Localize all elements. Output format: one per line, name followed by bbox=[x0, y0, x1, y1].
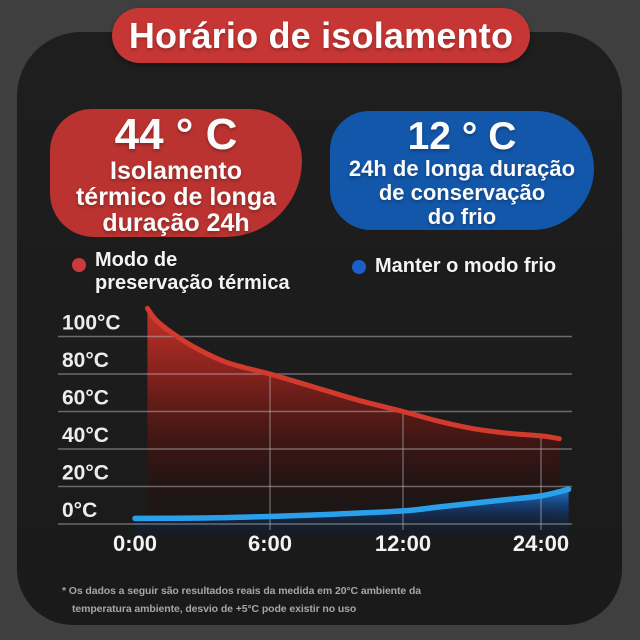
footnote-line-2: temperatura ambiente, desvio de +5°C pod… bbox=[72, 603, 357, 615]
cold-legend-dot-icon bbox=[352, 260, 366, 274]
footnote-line-1: * Os dados a seguir são resultados reais… bbox=[62, 585, 422, 597]
x-tick-label: 24:00 bbox=[513, 531, 569, 556]
y-tick-label: 80°C bbox=[62, 349, 109, 372]
y-tick-label: 100°C bbox=[62, 312, 121, 335]
cold-retention-card: 12 ° C 24h de longa duração de conservaç… bbox=[330, 111, 594, 230]
y-tick-label: 0°C bbox=[62, 499, 97, 522]
title-banner: Horário de isolamento bbox=[112, 8, 530, 63]
hot-insulation-card: 44 ° C Isolamento térmico de longa duraç… bbox=[50, 109, 302, 237]
cold-card-line-1: 24h de longa duração bbox=[348, 156, 576, 181]
series-fill-0 bbox=[147, 308, 560, 524]
chart-axis-labels: 100°C 80°C 60°C 40°C 20°C 0°C 0:00 6:00 12:00 24:… bbox=[62, 312, 569, 557]
chart-area-fills bbox=[135, 308, 569, 538]
cold-legend-label: Manter o modo frio bbox=[375, 255, 557, 277]
series-line-1 bbox=[132, 486, 572, 522]
cold-card-line-3: do frio bbox=[427, 204, 497, 229]
y-tick-label: 60°C bbox=[62, 387, 109, 410]
hot-legend-label-line1: Modo de bbox=[95, 249, 178, 271]
chart-curves bbox=[132, 305, 572, 522]
y-tick-label: 20°C bbox=[62, 462, 109, 485]
x-tick-label: 12:00 bbox=[375, 531, 431, 556]
hot-card-line-3: duração 24h bbox=[102, 209, 250, 237]
chart-gridlines bbox=[58, 335, 572, 530]
temperature-chart: 100°C 80°C 60°C 40°C 20°C 0°C 0:00 6:00 12:00 24:… bbox=[58, 305, 572, 557]
footnote: * Os dados a seguir são resultados reais… bbox=[62, 582, 421, 618]
hot-legend-label: Modo de preservação térmica bbox=[95, 249, 290, 295]
cold-temperature-value: 12 ° C bbox=[407, 115, 517, 158]
series-line-0 bbox=[144, 305, 562, 442]
legend-item-cold: Manter o modo frio bbox=[352, 255, 556, 278]
x-tick-label: 0:00 bbox=[113, 531, 157, 556]
legend-item-hot: Modo de preservação térmica bbox=[72, 249, 290, 295]
hot-card-line-2: térmico de longa bbox=[75, 183, 277, 211]
x-tick-label: 6:00 bbox=[248, 531, 292, 556]
hot-card-line-1: Isolamento bbox=[110, 157, 242, 185]
cold-card-line-2: de conservação bbox=[378, 180, 546, 205]
hot-legend-label-line2: preservação térmica bbox=[95, 272, 290, 294]
y-tick-label: 40°C bbox=[62, 424, 109, 447]
hot-legend-dot-icon bbox=[72, 258, 86, 272]
hot-temperature-value: 44 ° C bbox=[114, 110, 238, 159]
page-title: Horário de isolamento bbox=[128, 14, 514, 56]
